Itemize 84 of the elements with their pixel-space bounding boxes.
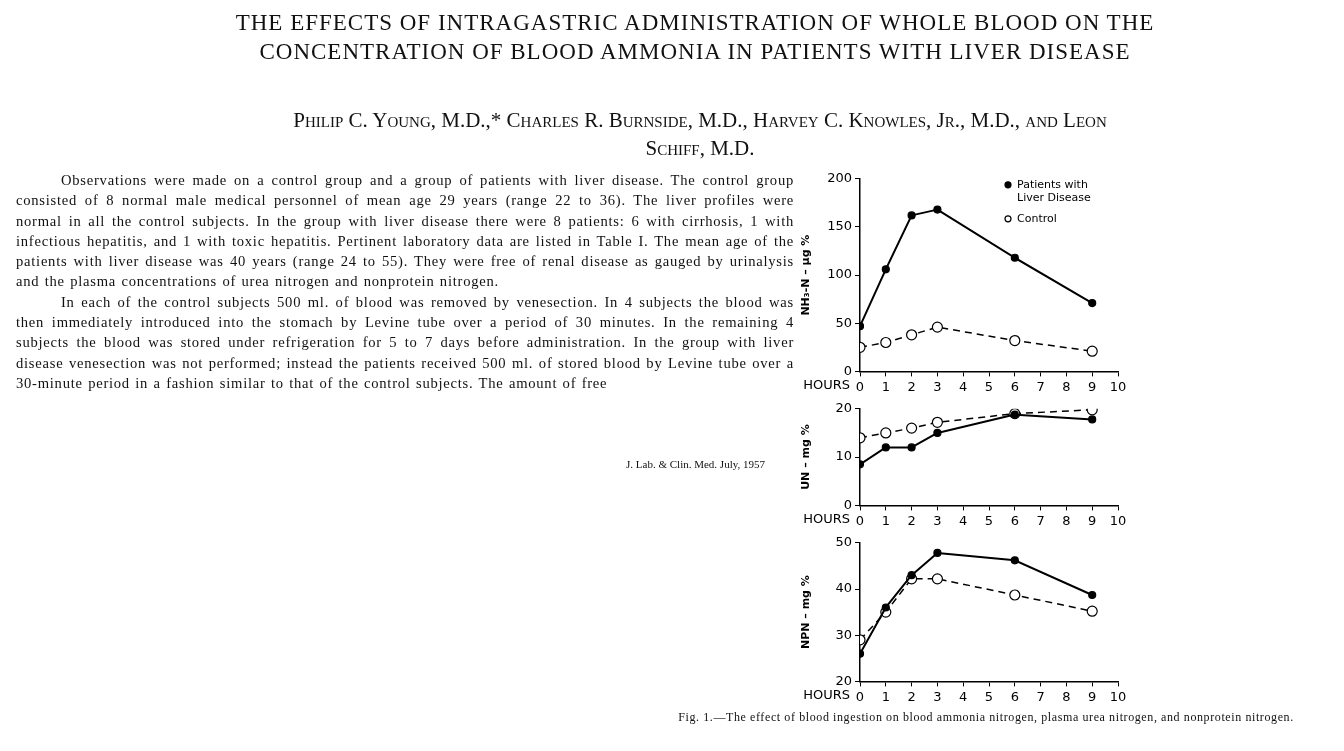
- x-tick-label: 2: [907, 688, 916, 704]
- point: [1010, 556, 1019, 565]
- y-tick-label: 30: [835, 626, 852, 642]
- point: [907, 443, 916, 452]
- chart-subtitle: Philip C. Young, M.D.,* Charles R. Burnside, M.D., Harvey C. Knowles, Jr., M.D., and Leon Schiff, M.D.: [292, 107, 1108, 162]
- x-tick-label: 8: [1062, 512, 1071, 528]
- point: [881, 265, 890, 274]
- point: [933, 548, 942, 558]
- point: [931, 321, 943, 333]
- x-tick-label: 9: [1088, 378, 1097, 394]
- y-tick-label: 50: [835, 534, 852, 550]
- point: [933, 428, 942, 438]
- point: [933, 205, 942, 214]
- point: [1088, 415, 1097, 424]
- x-tick-label: 10: [1109, 688, 1127, 704]
- x-tick-label: 0: [855, 512, 865, 528]
- x-axis-title: HOURS: [803, 511, 850, 527]
- x-tick-label: 2: [907, 512, 916, 528]
- y-tick-label: 40: [835, 580, 852, 596]
- point: [1009, 589, 1021, 601]
- x-axis-title: HOURS: [803, 687, 850, 703]
- x-tick-label: 0: [855, 688, 865, 704]
- y-tick-label: 0: [843, 362, 852, 378]
- point: [931, 573, 943, 585]
- point: [1086, 605, 1098, 617]
- y-axis-title: NH₃-N – μg %: [799, 234, 813, 316]
- legend-label: Control: [1017, 211, 1057, 225]
- x-tick-label: 6: [1010, 688, 1019, 704]
- point: [1088, 590, 1097, 600]
- x-tick-label: 7: [1036, 512, 1045, 528]
- point: [1009, 334, 1021, 347]
- legend-label: Patients with Liver Disease: [1017, 177, 1091, 204]
- point: [880, 427, 892, 439]
- y-tick-label: 0: [843, 496, 852, 512]
- x-tick-label: 1: [881, 688, 890, 704]
- x-tick-label: 9: [1088, 688, 1097, 704]
- x-tick-label: 2: [907, 378, 916, 394]
- y-tick-label: 50: [835, 314, 852, 330]
- point: [1088, 298, 1097, 308]
- y-tick-label: 10: [835, 448, 852, 464]
- x-tick-label: 3: [933, 512, 942, 528]
- point: [931, 416, 943, 428]
- x-tick-label: 3: [933, 378, 942, 394]
- point: [906, 329, 918, 341]
- point: [907, 211, 916, 220]
- x-tick-label: 5: [984, 512, 994, 528]
- caption: Fig. 1.—The effect of blood ingestion on blood ammonia nitrogen, plasma urea nitrogen, and nonprotein nitrogen.: [677, 710, 1295, 724]
- x-tick-label: 8: [1062, 378, 1071, 394]
- y-tick-label: 100: [827, 266, 852, 282]
- x-tick-label: 9: [1088, 512, 1097, 528]
- y-tick-label: 20: [835, 400, 852, 416]
- x-tick-label: 5: [984, 378, 994, 394]
- x-axis-title: HOURS: [803, 377, 850, 393]
- x-tick-label: 1: [881, 512, 890, 528]
- point: [881, 603, 890, 612]
- x-tick-label: 6: [1010, 378, 1019, 394]
- y-axis-title: UN – mg %: [799, 424, 813, 490]
- point: [880, 336, 892, 349]
- x-tick-label: 4: [959, 378, 968, 394]
- point: [1010, 253, 1019, 262]
- point: [1086, 345, 1098, 357]
- x-tick-label: 7: [1036, 378, 1045, 394]
- point: [906, 422, 918, 434]
- x-tick-label: 8: [1062, 688, 1071, 704]
- y-tick-label: 20: [835, 672, 852, 688]
- point: [907, 571, 916, 580]
- x-tick-label: 4: [959, 688, 968, 704]
- x-tick-label: 6: [1010, 512, 1019, 528]
- x-tick-label: 3: [933, 688, 942, 704]
- x-tick-label: 10: [1109, 378, 1127, 394]
- text: J. Lab. & Clin. Med. July, 1957: [625, 458, 765, 471]
- text: Observations were made on a control group and a group of patients with liver disease. The control group consisted of 8 normal male medical personnel of mean age 29 years (range 22 to 36). The liver profiles were normal in all the control subjects. In the group with liver disease there were 8 patients: 6 with cirrhosis, 1 with infectious hepatitis, and 1 with toxic hepatitis. Pertinent laboratory data are listed in Table I. The mean age of the patients with liver disease was 40 years (range 24 to 55). They were free of renal disease as gauged by urinalysis and the plasma concentrations of urea nitrogen and nonprotein nitrogen.: [16, 171, 794, 292]
- x-tick-label: 10: [1109, 512, 1127, 528]
- y-tick-label: 200: [827, 170, 852, 186]
- point: [881, 443, 890, 452]
- x-tick-label: 7: [1036, 688, 1045, 704]
- text: In each of the control subjects 500 ml. of blood was removed by venesection. In 4 subjects the blood was then immediately introduced into the stomach by Levine tube over a period of 30 minutes. In the remaining 4 subjects the blood was stored under refrigeration for 5 to 7 days before administration. In the group with liver disease venesection was not performed; instead the patients received 500 ml. of stored blood by Levine tube over a 30-minute period in a fashion similar to that of the control subjects. The amount of free: [16, 292, 794, 393]
- y-axis-title: NPN – mg %: [799, 575, 813, 650]
- x-tick-label: 5: [984, 688, 994, 704]
- y-tick-label: 150: [827, 218, 852, 234]
- x-tick-label: 4: [959, 512, 968, 528]
- x-tick-label: 1: [881, 378, 890, 394]
- x-tick-label: 0: [855, 378, 865, 394]
- chart-title: THE EFFECTS OF INTRAGASTRIC ADMINISTRATION OF WHOLE BLOOD ON THE CONCENTRATION OF BLOOD AMMONIA IN PATIENTS WITH LIVER DISEASE: [235, 9, 1155, 66]
